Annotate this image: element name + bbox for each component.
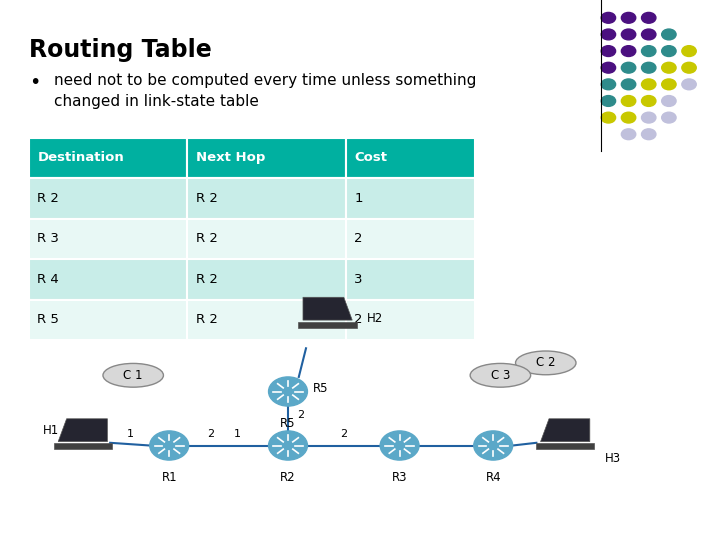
Text: •: • xyxy=(29,73,40,92)
FancyBboxPatch shape xyxy=(346,259,475,300)
Text: C 1: C 1 xyxy=(123,369,143,382)
Text: R 2: R 2 xyxy=(196,313,217,327)
Circle shape xyxy=(601,46,616,57)
Text: R 4: R 4 xyxy=(37,273,59,286)
Circle shape xyxy=(601,79,616,90)
Text: Cost: Cost xyxy=(354,151,387,165)
Circle shape xyxy=(474,431,513,460)
Polygon shape xyxy=(299,321,357,328)
Text: R5: R5 xyxy=(313,382,329,395)
Text: R5: R5 xyxy=(280,417,296,430)
Ellipse shape xyxy=(470,363,531,387)
FancyBboxPatch shape xyxy=(29,300,187,340)
Circle shape xyxy=(642,112,656,123)
Text: Destination: Destination xyxy=(37,151,124,165)
FancyBboxPatch shape xyxy=(187,300,346,340)
Circle shape xyxy=(642,29,656,40)
Circle shape xyxy=(621,129,636,140)
Text: R 2: R 2 xyxy=(196,232,217,246)
Circle shape xyxy=(662,96,676,106)
Circle shape xyxy=(601,29,616,40)
FancyBboxPatch shape xyxy=(29,178,187,219)
Text: 3: 3 xyxy=(354,273,363,286)
Circle shape xyxy=(642,79,656,90)
Circle shape xyxy=(662,46,676,57)
Circle shape xyxy=(621,29,636,40)
Text: H2: H2 xyxy=(367,312,384,325)
Circle shape xyxy=(380,431,419,460)
Circle shape xyxy=(150,431,189,460)
FancyBboxPatch shape xyxy=(29,259,187,300)
Text: R3: R3 xyxy=(392,471,408,484)
Circle shape xyxy=(642,46,656,57)
FancyBboxPatch shape xyxy=(187,178,346,219)
Text: 2: 2 xyxy=(207,429,214,440)
Circle shape xyxy=(621,112,636,123)
Circle shape xyxy=(601,112,616,123)
FancyBboxPatch shape xyxy=(29,138,187,178)
Text: R 3: R 3 xyxy=(37,232,59,246)
Circle shape xyxy=(642,96,656,106)
FancyBboxPatch shape xyxy=(29,219,187,259)
Text: R1: R1 xyxy=(161,471,177,484)
Circle shape xyxy=(662,29,676,40)
Polygon shape xyxy=(541,419,590,442)
Text: 1: 1 xyxy=(127,429,133,440)
Text: 1: 1 xyxy=(234,429,240,440)
Ellipse shape xyxy=(516,351,576,375)
Circle shape xyxy=(601,12,616,23)
Circle shape xyxy=(642,12,656,23)
Circle shape xyxy=(601,62,616,73)
Text: Routing Table: Routing Table xyxy=(29,38,212,62)
FancyBboxPatch shape xyxy=(346,219,475,259)
Circle shape xyxy=(621,46,636,57)
FancyBboxPatch shape xyxy=(346,178,475,219)
Circle shape xyxy=(682,62,696,73)
Text: 2: 2 xyxy=(341,429,347,440)
Text: 2: 2 xyxy=(297,410,305,421)
Text: H1: H1 xyxy=(43,424,60,437)
Text: H3: H3 xyxy=(605,453,621,465)
Text: R 2: R 2 xyxy=(37,192,59,205)
FancyBboxPatch shape xyxy=(187,259,346,300)
Circle shape xyxy=(621,12,636,23)
Circle shape xyxy=(662,62,676,73)
Text: C 2: C 2 xyxy=(536,356,556,369)
Circle shape xyxy=(642,62,656,73)
FancyBboxPatch shape xyxy=(346,300,475,340)
Circle shape xyxy=(269,431,307,460)
Circle shape xyxy=(269,377,307,406)
Text: R2: R2 xyxy=(280,471,296,484)
Circle shape xyxy=(682,79,696,90)
Circle shape xyxy=(642,129,656,140)
Text: R 2: R 2 xyxy=(196,273,217,286)
Circle shape xyxy=(601,96,616,106)
Text: Next Hop: Next Hop xyxy=(196,151,265,165)
Text: 2: 2 xyxy=(354,232,363,246)
Circle shape xyxy=(621,79,636,90)
Circle shape xyxy=(662,79,676,90)
Circle shape xyxy=(621,62,636,73)
Polygon shape xyxy=(54,443,112,449)
Text: 1: 1 xyxy=(354,192,363,205)
Polygon shape xyxy=(58,419,107,442)
Text: need not to be computed every time unless something
changed in link-state table: need not to be computed every time unles… xyxy=(54,73,477,109)
Polygon shape xyxy=(303,297,352,320)
FancyBboxPatch shape xyxy=(187,138,346,178)
Text: R 2: R 2 xyxy=(196,192,217,205)
FancyBboxPatch shape xyxy=(187,219,346,259)
Text: C 3: C 3 xyxy=(491,369,510,382)
Polygon shape xyxy=(536,443,595,449)
Text: R4: R4 xyxy=(485,471,501,484)
FancyBboxPatch shape xyxy=(346,138,475,178)
Ellipse shape xyxy=(103,363,163,387)
Circle shape xyxy=(621,96,636,106)
Text: 2: 2 xyxy=(354,313,363,327)
Circle shape xyxy=(662,112,676,123)
Text: R 5: R 5 xyxy=(37,313,59,327)
Circle shape xyxy=(682,46,696,57)
